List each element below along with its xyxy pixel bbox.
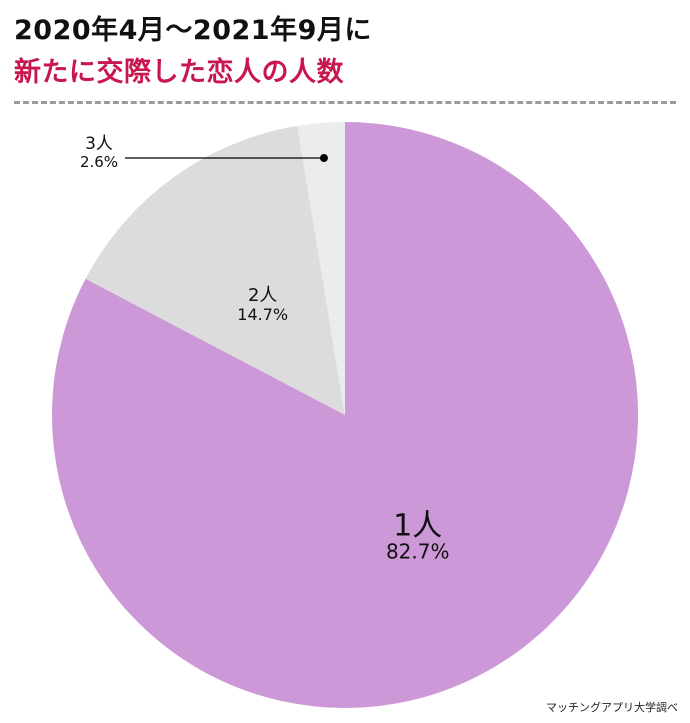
pie-slice-1nin <box>52 122 639 708</box>
pie-label-3nin: 3人 <box>85 134 113 154</box>
pie-slices <box>52 122 639 708</box>
chart-title-line2: 新たに交際した恋人の人数 <box>14 57 344 88</box>
pie-slice-3nin <box>297 122 345 415</box>
title-divider <box>14 101 676 104</box>
pie-slice-2nin <box>85 125 345 416</box>
pie-value-1nin: 82.7% <box>386 539 450 563</box>
pie-label-1nin: 1人 <box>393 508 442 543</box>
pie-value-2nin: 14.7% <box>237 305 288 324</box>
chart-title-line1: 2020年4月〜2021年9月に <box>14 15 372 46</box>
pie-label-2nin: 2人 <box>248 285 277 306</box>
pie-value-3nin: 2.6% <box>80 153 118 171</box>
source-note: マッチングアプリ大学調べ <box>546 701 678 714</box>
